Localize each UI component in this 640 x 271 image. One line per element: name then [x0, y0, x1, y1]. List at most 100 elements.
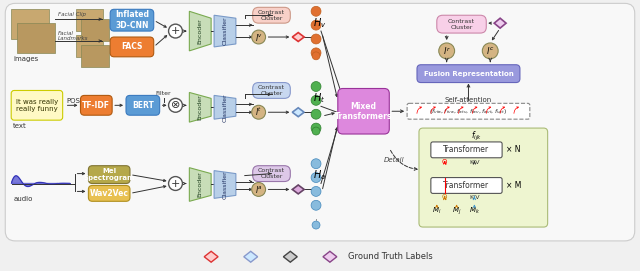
Polygon shape — [189, 168, 211, 201]
Polygon shape — [292, 185, 304, 194]
Text: FACS: FACS — [121, 43, 143, 51]
Bar — [76, 35, 103, 57]
Polygon shape — [292, 33, 304, 41]
Text: Mel
Spectrogram: Mel Spectrogram — [83, 168, 135, 181]
Text: Encoder: Encoder — [198, 18, 203, 44]
Circle shape — [168, 98, 182, 112]
Circle shape — [311, 123, 321, 133]
Circle shape — [311, 95, 321, 105]
FancyBboxPatch shape — [110, 9, 154, 31]
Circle shape — [312, 52, 320, 60]
Text: Contrast
Cluster: Contrast Cluster — [448, 19, 475, 30]
Circle shape — [311, 159, 321, 169]
Text: Filter: Filter — [156, 91, 172, 96]
Text: × M: × M — [506, 181, 522, 190]
Bar — [81, 19, 109, 41]
Text: Transformer: Transformer — [444, 145, 490, 154]
Bar — [17, 23, 55, 53]
Polygon shape — [204, 251, 218, 262]
Text: $M_k$: $M_k$ — [469, 206, 480, 216]
Text: Facial
Landmarks: Facial Landmarks — [58, 31, 88, 41]
Polygon shape — [284, 251, 297, 262]
Text: It was really
really funny: It was really really funny — [16, 99, 58, 112]
Text: K/V: K/V — [469, 159, 479, 164]
Circle shape — [311, 109, 321, 119]
Text: $M_j$: $M_j$ — [452, 205, 461, 217]
Text: $(f_{vta}, f_{tva}, f_{atv}, f_{tav}, f_{avt}, f_{vat})$: $(f_{vta}, f_{tva}, f_{atv}, f_{tav}, f_… — [429, 107, 508, 116]
FancyBboxPatch shape — [88, 185, 130, 201]
Circle shape — [252, 30, 266, 44]
Bar — [11, 9, 49, 39]
Text: POS: POS — [67, 98, 81, 104]
Polygon shape — [214, 95, 236, 119]
FancyBboxPatch shape — [338, 89, 389, 134]
Text: $M_i$: $M_i$ — [432, 206, 442, 216]
Text: TF-IDF: TF-IDF — [83, 101, 110, 110]
Text: Mixed
Transformers: Mixed Transformers — [335, 102, 392, 121]
FancyBboxPatch shape — [88, 166, 130, 183]
Circle shape — [311, 20, 321, 30]
Circle shape — [252, 182, 266, 196]
FancyBboxPatch shape — [436, 15, 486, 33]
Text: $l^c$: $l^c$ — [486, 45, 494, 56]
Text: Contrast
Cluster: Contrast Cluster — [258, 85, 285, 96]
Text: Wav2Vec: Wav2Vec — [90, 189, 129, 198]
Polygon shape — [292, 108, 304, 117]
Text: +: + — [171, 179, 180, 189]
Circle shape — [312, 127, 320, 135]
Text: Encoder: Encoder — [198, 172, 203, 197]
Text: Encoder: Encoder — [198, 94, 203, 120]
Text: Contrast
Cluster: Contrast Cluster — [258, 10, 285, 21]
Circle shape — [311, 186, 321, 196]
Circle shape — [311, 200, 321, 210]
Text: Classifier: Classifier — [223, 17, 227, 46]
Bar — [81, 45, 109, 67]
Text: $l^r$: $l^r$ — [443, 45, 451, 57]
FancyBboxPatch shape — [431, 142, 502, 158]
Circle shape — [168, 177, 182, 191]
Text: Classifier: Classifier — [223, 93, 227, 122]
Text: $H_v$: $H_v$ — [313, 16, 326, 30]
FancyBboxPatch shape — [253, 83, 291, 98]
FancyBboxPatch shape — [11, 91, 63, 120]
FancyBboxPatch shape — [81, 95, 112, 115]
Text: Facial Clip: Facial Clip — [58, 12, 86, 17]
Text: Inflated
3D-CNN: Inflated 3D-CNN — [115, 11, 149, 30]
Text: BERT: BERT — [132, 101, 154, 110]
Text: ⊗: ⊗ — [171, 100, 180, 110]
Circle shape — [311, 6, 321, 16]
Text: Ground Truth Labels: Ground Truth Labels — [348, 252, 433, 261]
Polygon shape — [494, 18, 506, 28]
Text: audio: audio — [13, 196, 33, 202]
Text: K/V: K/V — [469, 195, 479, 200]
Circle shape — [483, 43, 498, 59]
Circle shape — [311, 48, 321, 58]
Bar — [76, 9, 103, 31]
Text: Q: Q — [442, 194, 447, 200]
Text: +: + — [171, 26, 180, 36]
Text: Fusion Representation: Fusion Representation — [424, 71, 513, 77]
Text: text: text — [13, 123, 27, 129]
FancyBboxPatch shape — [126, 95, 159, 115]
Text: $H_t$: $H_t$ — [313, 92, 325, 105]
Polygon shape — [189, 92, 211, 122]
FancyBboxPatch shape — [5, 3, 635, 241]
Circle shape — [252, 105, 266, 119]
FancyBboxPatch shape — [253, 7, 291, 23]
FancyBboxPatch shape — [407, 103, 530, 119]
Circle shape — [311, 34, 321, 44]
Text: Self-attention: Self-attention — [445, 97, 492, 103]
Text: $l^t$: $l^t$ — [255, 106, 262, 118]
Text: $l^v$: $l^v$ — [255, 31, 262, 43]
Text: Classifier: Classifier — [223, 170, 227, 199]
Text: Transformer: Transformer — [444, 181, 490, 190]
Polygon shape — [214, 15, 236, 47]
FancyBboxPatch shape — [417, 65, 520, 83]
Text: $f_{ijk}$: $f_{ijk}$ — [471, 130, 482, 143]
Text: $l^a$: $l^a$ — [255, 184, 262, 195]
Text: $H_a$: $H_a$ — [313, 169, 326, 182]
Text: images: images — [13, 56, 38, 62]
Circle shape — [168, 24, 182, 38]
Polygon shape — [244, 251, 258, 262]
Polygon shape — [214, 171, 236, 198]
